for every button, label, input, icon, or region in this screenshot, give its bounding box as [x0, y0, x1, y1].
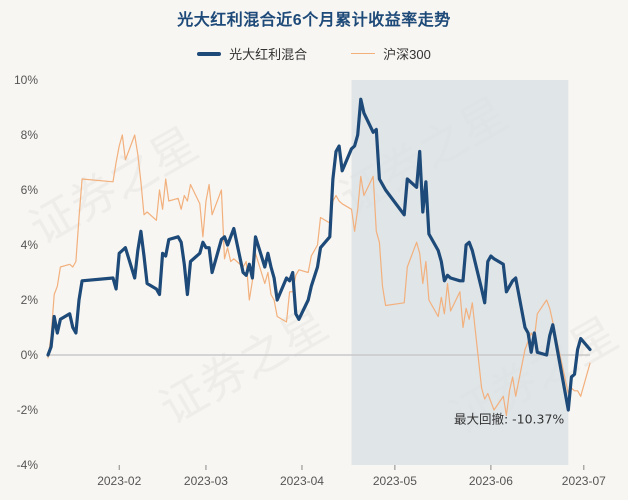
y-tick-label: 6%: [21, 183, 39, 197]
max-drawdown-label: 最大回撤: -10.37%: [454, 411, 564, 426]
legend-item-index[interactable]: 沪深300: [351, 44, 431, 63]
legend: 光大红利混合 沪深300: [0, 44, 628, 63]
y-tick-label: 4%: [21, 238, 39, 252]
legend-label-index: 沪深300: [383, 47, 431, 62]
x-tick-label: 2023-07: [562, 474, 606, 488]
x-tick-label: 2023-02: [97, 474, 141, 488]
chart-title: 光大红利混合近6个月累计收益率走势: [177, 12, 451, 29]
y-tick-label: 8%: [21, 128, 39, 142]
x-tick-label: 2023-04: [280, 474, 324, 488]
y-tick-label: 2%: [21, 293, 39, 307]
legend-swatch-fund: [197, 51, 222, 56]
max-drawdown-region: [351, 80, 569, 465]
x-tick-label: 2023-05: [373, 474, 417, 488]
y-tick-label: 0%: [21, 348, 39, 362]
x-tick-label: 2023-03: [184, 474, 228, 488]
legend-swatch-index: [351, 52, 376, 55]
series-line-index: [47, 134, 591, 417]
y-tick-label: -4%: [17, 458, 39, 472]
x-tick-label: 2023-06: [469, 474, 513, 488]
legend-label-fund: 光大红利混合: [229, 47, 308, 62]
series-line-fund: [46, 97, 592, 412]
y-tick-label: 10%: [14, 73, 38, 87]
y-tick-label: -2%: [17, 403, 39, 417]
legend-item-fund[interactable]: 光大红利混合: [197, 44, 307, 63]
